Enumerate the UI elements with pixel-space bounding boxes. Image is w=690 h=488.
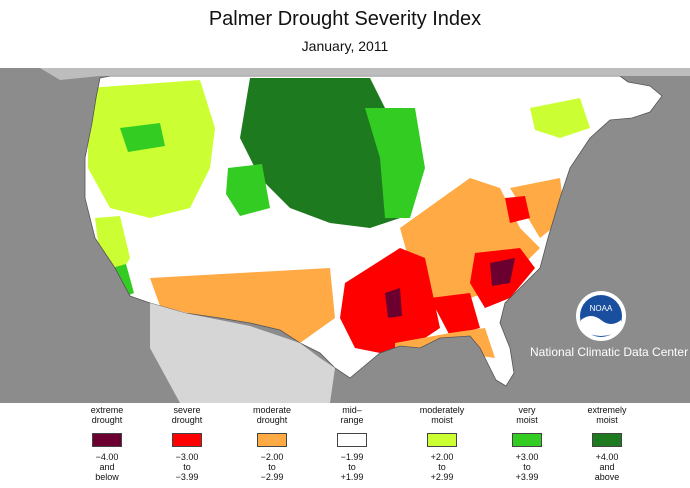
region-virginia-severe: [505, 196, 530, 223]
legend-label-line: moderately: [419, 405, 465, 415]
legend-item-extreme-drought: extreme drought −4.00 and below: [62, 405, 152, 482]
legend-range: +3.00 to +3.99: [482, 452, 572, 482]
agency-name: National Climatic Data Center: [530, 345, 689, 359]
legend-item-moderately-moist: moderately moist +2.00 to +2.99: [397, 405, 487, 482]
legend-swatch: [257, 433, 287, 447]
region-california-moist: [95, 216, 130, 278]
legend-range: +2.00 to +2.99: [397, 452, 487, 482]
legend-swatch: [592, 433, 622, 447]
region-mid-atlantic: [510, 178, 565, 238]
legend-label-line: severe: [173, 405, 201, 415]
legend-range-line: +1.99: [340, 472, 364, 482]
legend-range: −2.00 to −2.99: [227, 452, 317, 482]
region-carolinas-extreme: [490, 258, 515, 286]
legend-label: extreme drought: [62, 405, 152, 427]
region-pacific-northwest: [88, 80, 215, 218]
mexico-landmass: [150, 303, 335, 403]
legend-range-line: above: [594, 472, 620, 482]
drought-map: [0, 68, 690, 403]
legend-label-line: extreme: [90, 405, 124, 415]
legend-label: extremely moist: [562, 405, 652, 427]
legend-label: severe drought: [142, 405, 232, 427]
region-mississippi-extreme: [385, 288, 402, 318]
region-southeast-severe: [430, 293, 480, 336]
legend-range-line: −4.00: [95, 452, 119, 462]
legend-label: mid– range: [307, 405, 397, 427]
legend-swatch: [172, 433, 202, 447]
legend-range-line: to: [523, 462, 531, 472]
legend-swatch: [92, 433, 122, 447]
legend-range: −3.00 to −3.99: [142, 452, 232, 482]
legend-label-line: moist: [431, 415, 453, 425]
region-northern-plains: [240, 78, 400, 228]
legend-range-line: +2.00: [430, 452, 454, 462]
region-southwest: [150, 268, 335, 343]
legend-item-severe-drought: severe drought −3.00 to −3.99: [142, 405, 232, 482]
legend-swatch: [427, 433, 457, 447]
legend-swatch: [337, 433, 367, 447]
legend-range-line: below: [95, 472, 119, 482]
legend-item-very-moist: very moist +3.00 to +3.99: [482, 405, 572, 482]
legend-range: −4.00 and below: [62, 452, 152, 482]
canada-landmass: [40, 68, 690, 80]
legend-range-line: to: [348, 462, 356, 472]
legend-range-line: −1.99: [340, 452, 364, 462]
legend-label: very moist: [482, 405, 572, 427]
legend-label-line: moist: [516, 415, 538, 425]
legend-label-line: drought: [91, 415, 123, 425]
legend-item-extremely-moist: extremely moist +4.00 and above: [562, 405, 652, 482]
legend-range-line: −3.99: [175, 472, 199, 482]
legend-range-line: and: [599, 462, 615, 472]
region-pnw-very-moist: [120, 123, 165, 152]
legend-label-line: moderate: [252, 405, 292, 415]
legend-item-moderate-drought: moderate drought −2.00 to −2.99: [227, 405, 317, 482]
legend-range-line: to: [183, 462, 191, 472]
legend-range-line: +3.00: [515, 452, 539, 462]
legend-item-mid-range: mid– range −1.99 to +1.99: [307, 405, 397, 482]
legend-range-line: +2.99: [430, 472, 454, 482]
noaa-logo-icon: NOAA: [576, 291, 626, 341]
legend-label-line: mid–: [342, 405, 362, 415]
legend-label-line: range: [340, 415, 364, 425]
region-northeast-moist: [530, 98, 590, 138]
legend-range: −1.99 to +1.99: [307, 452, 397, 482]
legend-range-line: +4.00: [595, 452, 619, 462]
legend-range-line: +3.99: [515, 472, 539, 482]
legend-label-line: very: [518, 405, 536, 415]
legend-range-line: to: [438, 462, 446, 472]
legend-label-line: extremely: [587, 405, 627, 415]
map-subtitle: January, 2011: [301, 38, 389, 54]
legend-label-line: drought: [171, 415, 203, 425]
legend-range-line: and: [99, 462, 115, 472]
legend: extreme drought −4.00 and below severe drought…: [62, 405, 652, 485]
legend-range-line: −2.00: [260, 452, 284, 462]
legend-range-line: −3.00: [175, 452, 199, 462]
legend-range-line: to: [268, 462, 276, 472]
legend-label-line: drought: [256, 415, 288, 425]
noaa-logo-text: NOAA: [590, 304, 613, 313]
region-upper-midwest: [365, 108, 425, 218]
map-title: Palmer Drought Severity Index: [208, 8, 482, 30]
legend-range: +4.00 and above: [562, 452, 652, 482]
legend-swatch: [512, 433, 542, 447]
legend-label: moderate drought: [227, 405, 317, 427]
legend-label: moderately moist: [397, 405, 487, 427]
region-wyoming-moist: [226, 164, 270, 216]
legend-range-line: −2.99: [260, 472, 284, 482]
legend-label-line: moist: [596, 415, 618, 425]
